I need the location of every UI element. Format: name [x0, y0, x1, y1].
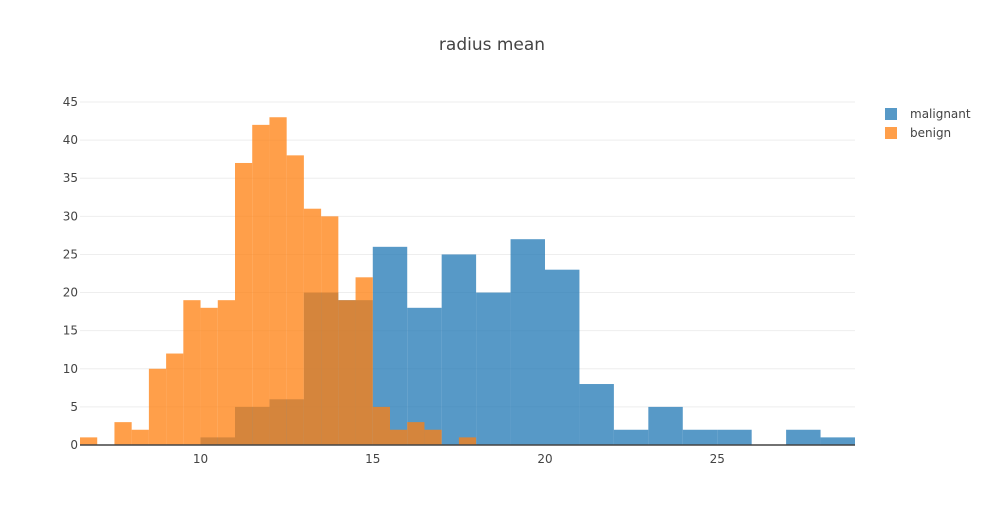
- malignant-bar[interactable]: [786, 429, 821, 445]
- benign-bar[interactable]: [80, 437, 98, 445]
- malignant-bar[interactable]: [579, 384, 614, 445]
- y-tick-label: 30: [63, 209, 78, 223]
- legend-label: malignant: [910, 107, 971, 121]
- benign-bar[interactable]: [372, 406, 390, 445]
- malignant-bar[interactable]: [545, 269, 580, 445]
- benign-bar[interactable]: [458, 437, 477, 445]
- benign-bar[interactable]: [183, 300, 201, 445]
- benign-bar[interactable]: [355, 277, 373, 445]
- benign-bar[interactable]: [407, 422, 425, 445]
- legend-item-benign[interactable]: benign: [885, 126, 951, 140]
- benign-bar[interactable]: [114, 422, 132, 445]
- axes: 0 5 10 15 20 25 30 35 40 45 10 15 20 25: [63, 95, 855, 466]
- x-tick-label: 20: [537, 452, 552, 466]
- malignant-bar[interactable]: [648, 406, 683, 445]
- x-tick-label: 25: [710, 452, 725, 466]
- benign-bar[interactable]: [286, 155, 304, 445]
- malignant-bar[interactable]: [510, 239, 545, 445]
- malignant-bar[interactable]: [476, 292, 511, 445]
- benign-bar[interactable]: [424, 429, 442, 445]
- malignant-bar[interactable]: [820, 437, 855, 445]
- benign-bar[interactable]: [148, 368, 167, 445]
- malignant-bar[interactable]: [441, 254, 477, 445]
- benign-bar[interactable]: [338, 300, 356, 445]
- benign-bar[interactable]: [217, 300, 235, 445]
- benign-bar[interactable]: [200, 307, 218, 445]
- y-tick-label: 40: [63, 133, 78, 147]
- benign-bar[interactable]: [235, 162, 253, 445]
- legend-label: benign: [910, 126, 951, 140]
- benign-bar[interactable]: [321, 216, 339, 445]
- benign-bar[interactable]: [131, 429, 149, 445]
- y-tick-label: 45: [63, 95, 78, 109]
- legend-swatch: [885, 108, 897, 120]
- legend-item-malignant[interactable]: malignant: [885, 107, 971, 121]
- malignant-bar[interactable]: [682, 429, 718, 445]
- chart-title: radius mean: [439, 35, 545, 55]
- benign-bar[interactable]: [269, 117, 287, 445]
- y-tick-label: 35: [63, 171, 78, 185]
- series-benign: [80, 117, 477, 445]
- y-tick-label: 25: [63, 247, 78, 261]
- y-tick-label: 15: [63, 324, 78, 338]
- benign-bar[interactable]: [303, 208, 322, 445]
- y-tick-label: 5: [70, 400, 78, 414]
- legend[interactable]: malignant benign: [885, 107, 971, 140]
- y-tick-label: 10: [63, 362, 78, 376]
- x-tick-label: 10: [193, 452, 208, 466]
- malignant-bar[interactable]: [717, 429, 752, 445]
- bars: [80, 117, 855, 445]
- benign-bar[interactable]: [390, 429, 408, 445]
- benign-bar[interactable]: [252, 124, 270, 445]
- malignant-bar[interactable]: [613, 429, 649, 445]
- legend-swatch: [885, 127, 897, 139]
- y-tick-label: 20: [63, 286, 78, 300]
- x-tick-label: 15: [365, 452, 380, 466]
- benign-bar[interactable]: [166, 353, 184, 445]
- y-tick-label: 0: [70, 438, 78, 452]
